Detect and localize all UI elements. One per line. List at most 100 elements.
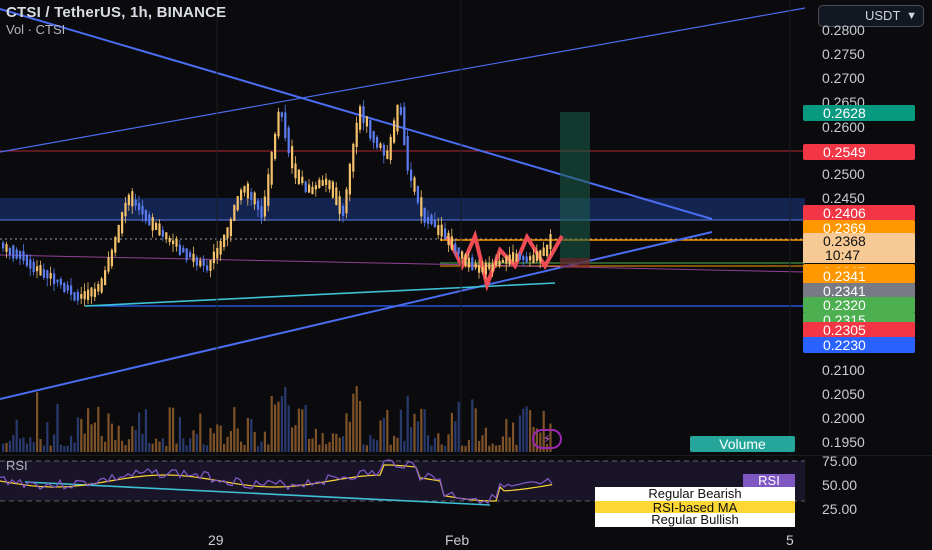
- volume-bar: [420, 408, 423, 452]
- volume-bar: [138, 412, 141, 452]
- volume-bar: [175, 443, 178, 452]
- volume-bar: [87, 408, 90, 452]
- volume-bar: [481, 435, 484, 452]
- lightning-icon[interactable]: ⚡: [532, 429, 562, 449]
- price-tick: 0.2450: [822, 190, 865, 206]
- volume-bar: [311, 438, 314, 452]
- candle-body: [73, 292, 76, 301]
- volume-bar: [100, 436, 103, 452]
- volume-bar: [304, 405, 307, 452]
- volume-bar: [110, 423, 113, 452]
- time-tick: 5: [786, 532, 794, 548]
- volume-bar: [8, 440, 11, 452]
- volume-bar: [484, 427, 487, 452]
- rsi-indicator-label[interactable]: RSI: [6, 458, 28, 473]
- volume-bar: [467, 439, 470, 452]
- bar-countdown: 10:47: [803, 248, 915, 263]
- candle-body: [29, 259, 32, 269]
- candle-body: [100, 278, 103, 293]
- volume-bar: [240, 441, 243, 452]
- symbol-title[interactable]: CTSI / TetherUS, 1h, BINANCE: [6, 4, 227, 21]
- currency-button[interactable]: USDT ▼: [818, 5, 924, 27]
- volume-bar: [223, 443, 226, 452]
- volume-bar: [325, 444, 328, 452]
- volume-bar: [246, 417, 249, 452]
- candle-body: [226, 227, 229, 239]
- volume-bar: [359, 400, 362, 452]
- long-stop-box: [560, 258, 590, 268]
- currency-label: USDT: [865, 8, 901, 23]
- volume-bar: [59, 444, 62, 452]
- volume-bar: [365, 445, 368, 452]
- volume-bar: [229, 430, 232, 452]
- volume-bar: [461, 445, 464, 452]
- volume-bar: [522, 408, 525, 452]
- candle-body: [15, 249, 18, 259]
- volume-bar: [355, 386, 358, 452]
- candle-body: [348, 163, 351, 195]
- candle-body: [369, 120, 372, 139]
- candle-body: [155, 222, 158, 230]
- candle-body: [240, 189, 243, 201]
- volume-bar: [263, 431, 266, 452]
- volume-bar: [338, 437, 341, 452]
- volume-bar: [104, 441, 107, 452]
- volume-bar: [185, 445, 188, 452]
- candle-body: [144, 210, 147, 222]
- volume-bar: [226, 436, 229, 452]
- candle-body: [457, 247, 460, 255]
- candle-body: [97, 284, 100, 292]
- candle-body: [8, 247, 11, 256]
- volume-bar: [287, 405, 290, 452]
- volume-bar: [97, 406, 100, 452]
- volume-bar: [291, 427, 294, 452]
- volume-bar: [274, 404, 277, 452]
- candle-body: [199, 260, 202, 267]
- volume-bar: [53, 434, 56, 452]
- volume-bar: [29, 437, 32, 452]
- volume-bar: [348, 421, 351, 452]
- candle-body: [141, 205, 144, 215]
- volume-bar: [437, 433, 440, 452]
- candle-body: [345, 189, 348, 214]
- candle-body: [515, 253, 518, 262]
- candle-body: [168, 238, 171, 243]
- candle-body: [546, 244, 549, 256]
- volume-bar: [12, 435, 15, 452]
- candle-body: [331, 181, 334, 198]
- volume-bar: [277, 401, 280, 452]
- candle-body: [542, 247, 545, 256]
- candle-body: [512, 252, 515, 262]
- candle-body: [376, 136, 379, 148]
- candle-body: [209, 260, 212, 271]
- volume-bar: [491, 443, 494, 452]
- price-tick: 0.2600: [822, 119, 865, 135]
- candle-body: [529, 256, 532, 261]
- volume-bar: [501, 436, 504, 452]
- price-tick: 0.2050: [822, 386, 865, 402]
- volume-bar: [202, 444, 205, 452]
- volume-indicator-label[interactable]: Vol · CTSI: [6, 22, 66, 37]
- price-badge-resistance: 0.2549: [803, 144, 915, 160]
- descending-resistance-line: [0, 8, 713, 220]
- candle-body: [488, 263, 491, 270]
- candle-body: [491, 263, 494, 272]
- candle-body: [362, 106, 365, 124]
- candle-body: [185, 248, 188, 260]
- price-chart[interactable]: [0, 0, 932, 455]
- candle-body: [304, 181, 307, 193]
- volume-bar: [56, 403, 59, 452]
- volume-bar: [393, 435, 396, 452]
- candle-body: [233, 205, 236, 221]
- candle-body: [389, 136, 392, 161]
- volume-bar: [70, 435, 73, 452]
- volume-bar: [212, 433, 215, 452]
- candle-body: [403, 106, 406, 146]
- candle-body: [32, 261, 35, 273]
- volume-bar: [301, 409, 304, 452]
- candle-body: [216, 247, 219, 259]
- candle-body: [56, 279, 59, 283]
- volume-bar: [46, 422, 49, 452]
- volume-bar: [423, 409, 426, 452]
- price-badge-level: 0.2341: [803, 283, 915, 299]
